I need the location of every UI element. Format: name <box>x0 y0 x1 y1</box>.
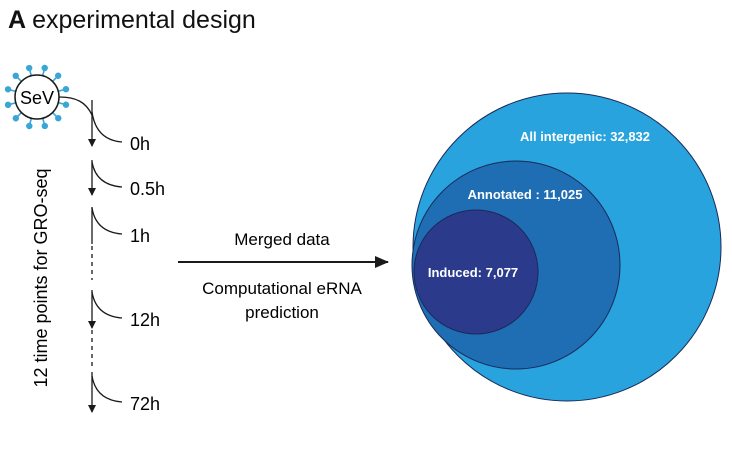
virus-spike-head <box>4 101 12 109</box>
time-point-4: 72h <box>91 375 160 414</box>
virus-to-timeline-curve <box>58 96 93 116</box>
time-point-3: 12h <box>91 291 160 330</box>
venn-label-annotated: Annotated : 11,025 <box>468 187 583 202</box>
arrow-label-bottom-line2: prediction <box>245 303 319 322</box>
time-point-0: 0h <box>91 111 150 154</box>
virus-spike-head <box>62 101 70 108</box>
arrow-label-bottom-line1: Computational eRNA <box>202 279 362 298</box>
virus-spike-head <box>54 72 62 79</box>
venn-label-all-intergenic: All intergenic: 32,832 <box>520 129 650 144</box>
time-point-bracket <box>91 207 123 235</box>
virus-spike-head <box>41 64 48 72</box>
virus-spike-head <box>55 114 62 122</box>
time-point-label: 1h <box>130 226 150 246</box>
virus-spike-head <box>41 122 49 130</box>
time-point-label: 0h <box>130 134 150 154</box>
venn-circle-induced <box>413 209 539 335</box>
time-point-2: 1h <box>91 207 150 246</box>
time-point-label: 12h <box>130 310 160 330</box>
virus-label: SeV <box>20 88 54 108</box>
time-point-label: 0.5h <box>130 179 165 199</box>
venn-diagram: All intergenic: 32,832 Annotated : 11,02… <box>411 92 722 402</box>
panel-letter: A <box>8 6 27 34</box>
virus-spike-head <box>4 86 12 93</box>
time-point-bracket <box>91 291 123 319</box>
timeline-axis-label: 12 time points for GRO-seq <box>31 168 51 387</box>
time-point-bracket <box>91 161 123 188</box>
virus-spikes <box>4 64 70 130</box>
time-point-1: 0.5h <box>91 161 165 199</box>
time-point-label: 72h <box>130 394 160 414</box>
virus-spike-head <box>26 122 33 130</box>
virus-spike-head <box>62 85 70 93</box>
virus-spike-head <box>12 72 19 80</box>
arrow-label-top: Merged data <box>234 230 330 249</box>
venn-label-induced: Induced: 7,077 <box>428 265 518 280</box>
panel-title-text: experimental design <box>32 6 256 34</box>
virus-spike-head <box>12 115 20 122</box>
virus-spike-head <box>25 64 33 72</box>
time-point-bracket <box>91 111 123 143</box>
time-point-bracket <box>91 375 123 403</box>
